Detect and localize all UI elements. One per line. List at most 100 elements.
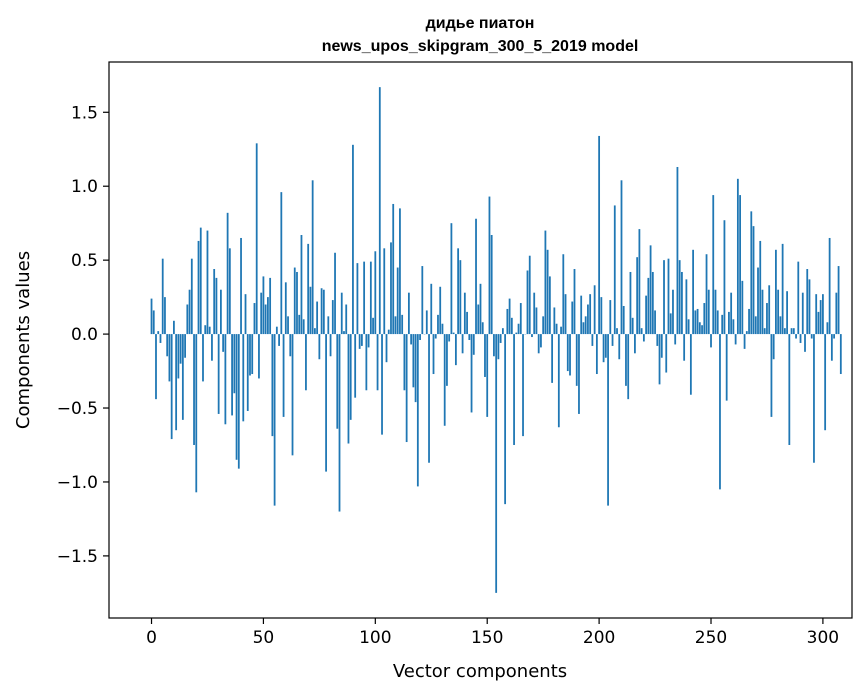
bar — [694, 310, 697, 335]
bar — [244, 294, 247, 335]
bar — [555, 323, 558, 335]
bar — [318, 334, 321, 360]
bar — [302, 319, 305, 335]
bar — [340, 292, 343, 335]
bar — [636, 257, 639, 335]
bar — [173, 320, 175, 335]
bar — [618, 334, 621, 360]
bar — [251, 334, 254, 375]
bar — [566, 334, 569, 372]
bar — [383, 248, 386, 335]
bar — [168, 334, 171, 382]
bar — [155, 334, 157, 400]
bar — [775, 249, 777, 335]
bar — [430, 283, 433, 335]
bar — [716, 310, 719, 335]
bar — [517, 323, 520, 335]
x-axis-label: Vector components — [393, 661, 567, 682]
bar — [595, 334, 598, 375]
bar — [329, 334, 332, 357]
bar — [786, 291, 788, 335]
bar — [481, 322, 484, 335]
y-tick-label: 0.5 — [71, 251, 98, 271]
bar — [356, 263, 359, 335]
bar — [748, 308, 750, 335]
bar — [235, 334, 238, 460]
bar — [287, 316, 289, 335]
bar — [629, 271, 632, 335]
bar — [741, 280, 744, 335]
bar — [654, 310, 656, 335]
bar — [672, 289, 674, 335]
bar — [296, 271, 298, 335]
bar — [267, 297, 269, 335]
bar — [582, 322, 585, 335]
bar — [560, 326, 562, 335]
bar — [622, 305, 625, 335]
bar — [504, 334, 507, 505]
bar — [336, 334, 339, 429]
x-tick-label: 300 — [807, 628, 839, 648]
bar — [385, 334, 388, 363]
bar — [175, 334, 178, 431]
bar — [528, 255, 531, 335]
bar — [810, 334, 813, 339]
bar — [331, 300, 334, 335]
bar — [548, 276, 551, 335]
bar — [309, 286, 312, 335]
bar — [237, 334, 240, 469]
bar — [448, 334, 451, 342]
bar — [490, 235, 493, 335]
x-tick-label: 200 — [583, 628, 615, 648]
bar — [202, 334, 204, 382]
bar — [642, 334, 645, 342]
bar — [343, 331, 345, 335]
bar — [604, 334, 607, 358]
bar — [258, 334, 260, 379]
bar — [466, 311, 468, 335]
bar — [522, 334, 524, 437]
bar — [278, 334, 280, 346]
bar — [707, 289, 710, 335]
bar — [752, 226, 755, 335]
bar — [428, 334, 430, 463]
bar — [401, 314, 404, 335]
chart-title: дидье пиатон — [426, 15, 535, 32]
bar — [613, 205, 616, 335]
bar — [754, 316, 757, 335]
bar — [761, 289, 764, 335]
bar — [457, 248, 460, 335]
bar — [656, 334, 659, 346]
bar — [472, 334, 475, 355]
bar — [600, 297, 603, 335]
bar — [607, 334, 609, 506]
bar — [170, 334, 173, 440]
bar — [645, 295, 647, 335]
bar — [161, 258, 164, 335]
bar — [634, 334, 636, 354]
bar — [553, 307, 556, 335]
bar — [725, 334, 728, 401]
bar — [681, 271, 683, 335]
bar — [833, 334, 835, 339]
bar — [770, 334, 773, 417]
bar — [461, 334, 464, 354]
bar — [246, 334, 249, 411]
bar — [732, 319, 735, 335]
bar — [526, 270, 529, 335]
bar — [506, 308, 509, 335]
bar — [394, 316, 397, 335]
bar — [199, 227, 202, 335]
bar — [421, 266, 424, 335]
bar — [705, 254, 708, 335]
bar — [676, 166, 679, 335]
bar — [159, 334, 162, 343]
bar — [224, 334, 227, 425]
bar — [660, 334, 663, 358]
bar — [830, 334, 833, 361]
bar — [497, 334, 500, 360]
bar — [231, 334, 233, 416]
bar — [275, 326, 278, 335]
bar — [396, 267, 399, 335]
